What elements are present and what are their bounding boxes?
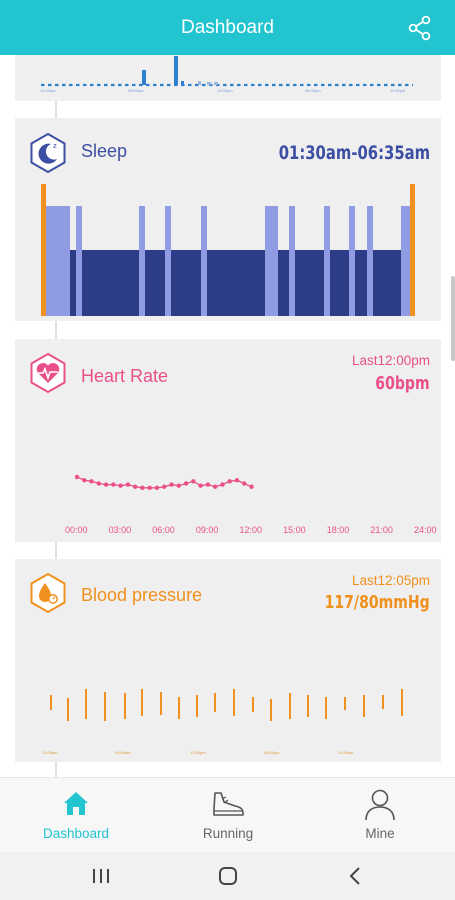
heart-rate-chart [74, 474, 254, 491]
heart-rate-x-tick: 21:00 [370, 525, 393, 535]
blood-pressure-time-label: 06:00am [115, 750, 131, 755]
heart-rate-last-time: Last12:00pm [351, 353, 430, 368]
blood-pressure-last-time: Last12:05pm [351, 573, 430, 588]
heart-rate-x-tick: 15:00 [283, 525, 306, 535]
user-profile-icon [365, 789, 395, 821]
activity-time-label: 12:00am [40, 88, 56, 93]
heart-rate-point [82, 478, 87, 483]
heart-rate-point [220, 482, 225, 487]
blood-pressure-title: Blood pressure [81, 585, 203, 605]
heart-rate-x-tick: 24:00 [414, 525, 437, 535]
activity-time-label: 12:00pm [217, 88, 233, 93]
sleep-time-range: 01:30am-06:35am [278, 142, 430, 164]
home-button[interactable] [203, 858, 253, 894]
heart-rate-point [162, 484, 167, 489]
heart-rate-x-tick: 06:00 [152, 525, 175, 535]
heart-rate-point [198, 483, 203, 488]
blood-pressure-chart [50, 689, 403, 721]
heart-rate-point [205, 482, 211, 487]
share-icon [408, 15, 431, 41]
page-title: Dashboard [181, 17, 274, 38]
blood-pressure-time-label: 12:00am [42, 750, 58, 755]
share-button[interactable] [403, 14, 437, 42]
activity-bar-chart [41, 56, 413, 87]
recent-apps-icon [93, 869, 109, 883]
tab-running[interactable]: Running [152, 778, 304, 853]
blood-pressure-time-label: 12:00pm [190, 750, 206, 755]
scrollbar[interactable] [451, 276, 455, 361]
heart-rate-point [227, 479, 232, 484]
heart-rate-card[interactable]: Heart Rate Last12:00pm 60bpm 00:00 03:00 0… [15, 339, 441, 542]
heart-rate-point [249, 484, 254, 489]
dashboard-scroll[interactable]: 12:00am 06:00am 12:00pm 06:00pm 11:59pm … [0, 55, 455, 777]
heart-rate-value: 60bpm [375, 373, 430, 394]
heart-rate-point [111, 482, 116, 487]
activity-card[interactable]: 12:00am 06:00am 12:00pm 06:00pm 11:59pm [15, 55, 441, 101]
heart-rate-point [132, 484, 138, 489]
top-app-bar: Dashboard [0, 0, 455, 55]
activity-time-label: 11:59pm [390, 88, 406, 93]
blood-pressure-card[interactable]: Blood pressure Last12:05pm 117/80mmHg [15, 559, 441, 762]
heart-rate-point [96, 481, 102, 486]
sleep-title: Sleep [81, 141, 128, 161]
home-icon [64, 792, 88, 815]
heart-rate-x-tick: 12:00 [239, 525, 263, 535]
heart-rate-point [154, 485, 160, 491]
heart-rate-point [234, 478, 240, 483]
heart-rate-point [212, 484, 218, 489]
blood-pressure-time-label: 06:00pm [264, 750, 280, 755]
tab-dashboard-label: Dashboard [42, 826, 110, 841]
heart-rate-point [147, 485, 152, 491]
bottom-tab-bar: Dashboard Running Mine [0, 777, 455, 852]
heart-rate-x-tick: 09:00 [195, 525, 219, 535]
blood-pressure-icon [30, 572, 66, 614]
heart-rate-title: Heart Rate [81, 366, 169, 386]
home-circle-icon [219, 867, 237, 885]
heart-rate-point [74, 474, 80, 480]
svg-text:z: z [53, 142, 57, 150]
recent-apps-button[interactable] [76, 858, 126, 894]
heart-rate-icon [30, 352, 66, 394]
heart-rate-x-tick: 03:00 [108, 525, 132, 535]
tab-running-label: Running [202, 826, 254, 841]
sleep-card[interactable]: z Sleep 01:30am-06:35am [15, 118, 441, 321]
blood-pressure-time-label: 11:59pm [338, 750, 354, 755]
back-arrow-icon [349, 867, 360, 885]
heart-rate-x-tick: 18:00 [326, 525, 350, 535]
heart-rate-point [183, 481, 189, 486]
heart-rate-point [118, 483, 123, 488]
activity-time-label: 06:00am [128, 88, 144, 93]
back-button[interactable] [330, 858, 380, 894]
heart-rate-point [242, 481, 247, 486]
sleep-moon-icon: z [30, 132, 66, 174]
heart-rate-point [191, 479, 196, 484]
heart-rate-point [103, 482, 109, 487]
tab-mine-label: Mine [365, 826, 395, 841]
sleep-chart [41, 184, 415, 316]
system-navigation-bar [0, 852, 455, 900]
activity-time-label: 06:00pm [305, 88, 321, 93]
running-shoe-icon [213, 792, 244, 816]
tab-mine[interactable]: Mine [304, 778, 455, 853]
tab-dashboard[interactable]: Dashboard [0, 778, 152, 853]
heart-rate-point [125, 482, 131, 487]
heart-rate-point [140, 485, 145, 491]
heart-rate-x-tick: 00:00 [65, 525, 88, 535]
heart-rate-point [169, 482, 174, 487]
heart-rate-point [89, 479, 94, 484]
heart-rate-point [176, 483, 181, 488]
blood-pressure-value: 117/80mmHg [324, 592, 430, 613]
